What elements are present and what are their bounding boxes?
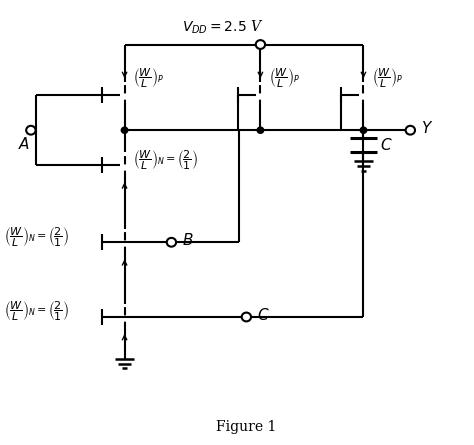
Circle shape <box>167 238 176 247</box>
Circle shape <box>242 312 251 321</box>
Circle shape <box>360 127 367 134</box>
Text: $\left(\dfrac{W}{L}\right)_P$: $\left(\dfrac{W}{L}\right)_P$ <box>372 67 403 90</box>
Circle shape <box>257 127 264 134</box>
Circle shape <box>26 126 36 134</box>
Text: $\left(\dfrac{W}{L}\right)_N = \left(\dfrac{2}{1}\right)$: $\left(\dfrac{W}{L}\right)_N = \left(\df… <box>4 225 69 249</box>
Text: $\left(\dfrac{W}{L}\right)_P$: $\left(\dfrac{W}{L}\right)_P$ <box>133 67 164 90</box>
Text: $A$: $A$ <box>18 136 30 152</box>
Text: $Y$: $Y$ <box>420 120 433 136</box>
Text: $\left(\dfrac{W}{L}\right)_P$: $\left(\dfrac{W}{L}\right)_P$ <box>269 67 300 90</box>
Text: $C$: $C$ <box>257 307 269 323</box>
Text: $\left(\dfrac{W}{L}\right)_N = \left(\dfrac{2}{1}\right)$: $\left(\dfrac{W}{L}\right)_N = \left(\df… <box>4 300 69 324</box>
Circle shape <box>121 127 128 134</box>
Circle shape <box>256 40 265 49</box>
Text: $V_{DD} = 2.5$ V: $V_{DD} = 2.5$ V <box>182 18 264 36</box>
Text: $\left(\dfrac{W}{L}\right)_N = \left(\dfrac{2}{1}\right)$: $\left(\dfrac{W}{L}\right)_N = \left(\df… <box>133 148 198 172</box>
Text: $B$: $B$ <box>182 232 193 248</box>
Text: Figure 1: Figure 1 <box>216 420 276 434</box>
Circle shape <box>406 126 415 134</box>
Text: $C$: $C$ <box>380 137 392 153</box>
